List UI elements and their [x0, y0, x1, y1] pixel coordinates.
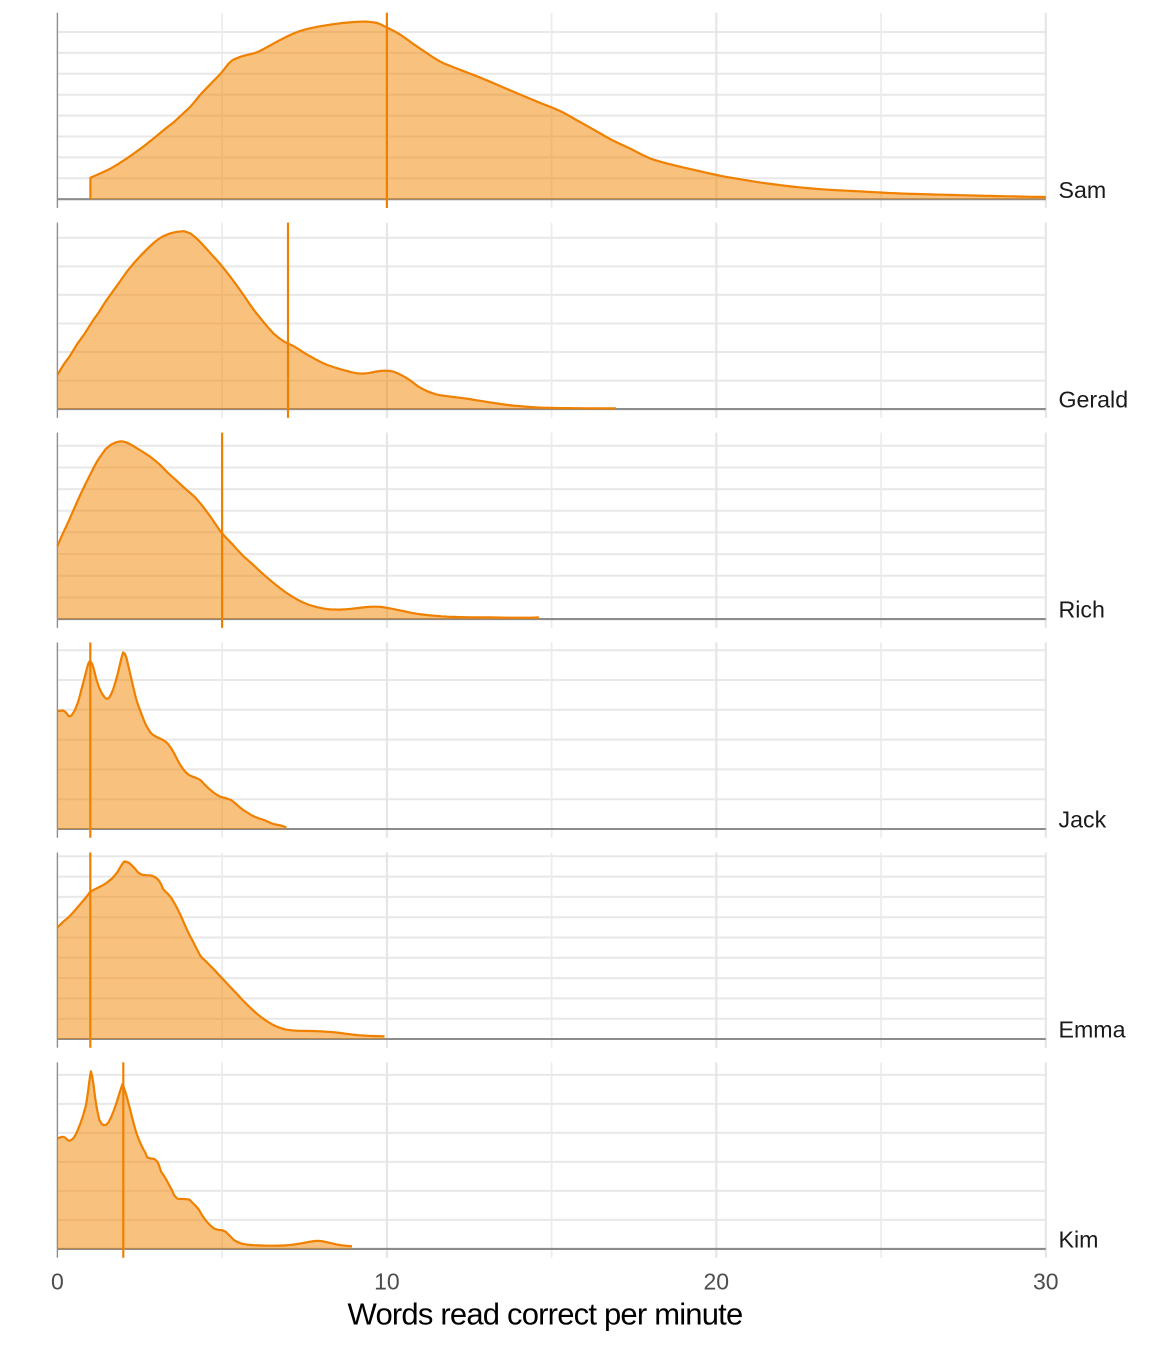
svg-text:30: 30: [1033, 1268, 1059, 1294]
svg-text:Words read correct per minute: Words read correct per minute: [348, 1297, 743, 1332]
svg-text:20: 20: [704, 1268, 730, 1294]
svg-text:Kim: Kim: [1059, 1227, 1099, 1253]
svg-text:Sam: Sam: [1059, 177, 1107, 203]
svg-text:Gerald: Gerald: [1059, 387, 1129, 413]
svg-text:10: 10: [374, 1268, 400, 1294]
svg-text:Rich: Rich: [1059, 597, 1105, 623]
svg-text:0: 0: [51, 1268, 64, 1294]
svg-text:Emma: Emma: [1059, 1017, 1126, 1043]
svg-text:Jack: Jack: [1059, 807, 1107, 833]
